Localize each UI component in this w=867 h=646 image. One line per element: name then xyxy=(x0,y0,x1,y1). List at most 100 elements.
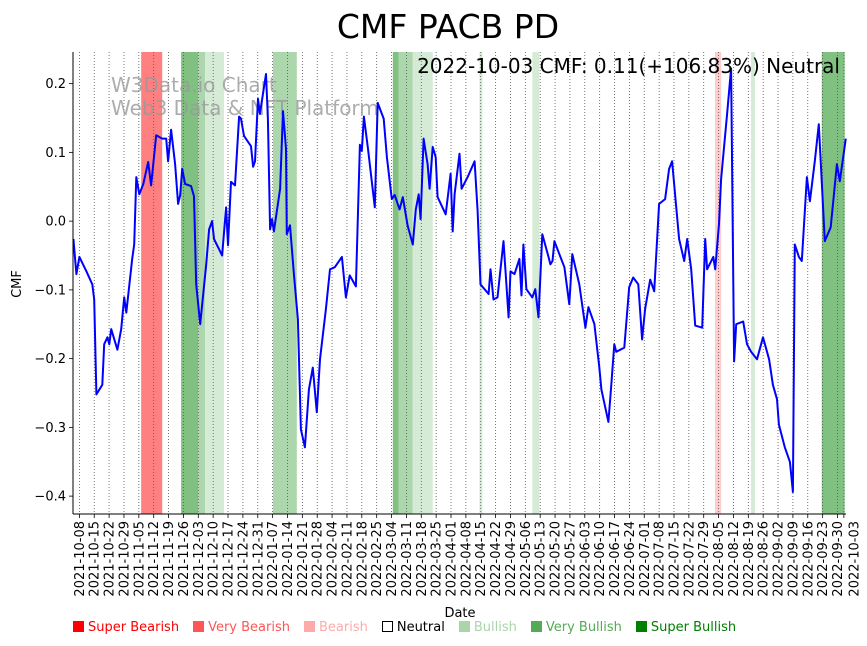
cmf-series-line xyxy=(72,67,847,493)
legend-swatch xyxy=(303,621,315,632)
x-tick-label: 2022-04-08 xyxy=(459,521,474,597)
x-tick-label: 2022-07-01 xyxy=(638,521,653,597)
x-tick-label: 2022-03-11 xyxy=(400,521,415,597)
legend-swatch xyxy=(73,621,84,632)
x-tick-label: 2022-07-15 xyxy=(667,521,682,597)
y-tick-label: −0.1 xyxy=(34,283,66,298)
chart-title: CMF PACB PD xyxy=(337,7,559,46)
y-tick-label: 0.0 xyxy=(45,215,66,230)
y-axis-label: CMF xyxy=(10,270,25,298)
x-tick-label: 2022-06-17 xyxy=(608,521,623,597)
x-tick-label: 2022-02-11 xyxy=(340,521,355,597)
x-tick-label: 2021-10-29 xyxy=(117,521,132,597)
x-tick-label: 2021-11-05 xyxy=(132,521,147,597)
x-tick-label: 2021-12-24 xyxy=(236,521,251,597)
x-tick-label: 2022-09-16 xyxy=(801,521,816,597)
x-tick-label: 2022-03-04 xyxy=(385,521,400,597)
legend-item: Super Bullish xyxy=(635,620,737,635)
y-tick-label: 0.1 xyxy=(45,146,66,161)
signal-band xyxy=(412,52,433,514)
legend-item: Very Bullish xyxy=(530,620,622,635)
y-tick-label: −0.3 xyxy=(34,421,66,436)
x-tick-label: 2022-04-15 xyxy=(474,521,489,597)
legend-swatch xyxy=(458,621,470,632)
x-tick-label: 2022-05-13 xyxy=(534,521,549,597)
signal-band xyxy=(821,52,845,514)
signal-band xyxy=(205,52,224,514)
x-tick-label: 2021-12-17 xyxy=(222,521,237,597)
x-tick-label: 2022-09-02 xyxy=(772,521,787,597)
x-tick-label: 2022-05-20 xyxy=(549,521,564,597)
signal-band xyxy=(273,52,297,514)
x-tick-label: 2022-04-01 xyxy=(445,521,460,597)
x-tick-label: 2022-06-24 xyxy=(623,521,638,597)
x-tick-label: 2022-07-22 xyxy=(682,521,697,597)
x-tick-label: 2022-01-07 xyxy=(266,521,281,597)
legend-label: Very Bullish xyxy=(545,620,622,635)
signal-band xyxy=(398,52,413,514)
legend-item: Super Bearish xyxy=(73,620,179,635)
signal-band xyxy=(751,52,755,514)
x-axis-label: Date xyxy=(444,606,475,621)
x-tick-label: 2021-12-31 xyxy=(251,521,266,597)
x-tick-label: 2022-09-09 xyxy=(786,521,801,597)
signal-band xyxy=(532,52,540,514)
x-tick-label: 2022-02-18 xyxy=(355,521,370,597)
x-tick-label: 2022-05-27 xyxy=(563,521,578,597)
x-tick-label: 2022-09-30 xyxy=(831,521,846,597)
x-tick-label: 2022-01-21 xyxy=(296,521,311,597)
signal-band xyxy=(141,52,163,514)
x-tick-label: 2022-02-04 xyxy=(326,521,341,597)
x-tick-label: 2022-05-06 xyxy=(519,521,534,597)
x-tick-label: 2021-10-08 xyxy=(73,521,88,597)
legend: Super Bearish Very Bearish Bearish Neutral B… xyxy=(73,620,736,635)
legend-item: Very Bearish xyxy=(193,620,290,635)
watermark-line-1: W3Data.io Chart xyxy=(111,73,277,97)
x-tick-label: 2021-11-12 xyxy=(147,521,162,597)
y-tick-label: 0.2 xyxy=(45,77,66,92)
x-tick-label: 2022-01-14 xyxy=(281,521,296,597)
x-tick-label: 2022-02-25 xyxy=(370,521,385,597)
x-tick-label: 2022-08-26 xyxy=(757,521,772,597)
x-tick-label: 2022-04-22 xyxy=(489,521,504,597)
legend-label: Bullish xyxy=(473,620,517,635)
legend-item: Neutral xyxy=(381,620,445,635)
watermark-line-2: Web3 Data & NFT Platform xyxy=(111,96,379,120)
x-tick-label: 2022-10-03 xyxy=(848,521,863,597)
x-tick-label: 2021-11-19 xyxy=(162,521,177,597)
x-tick-label: 2022-04-29 xyxy=(504,521,519,597)
x-tick-label: 2022-08-12 xyxy=(727,521,742,597)
legend-label: Neutral xyxy=(396,620,445,635)
x-tick-label: 2022-07-29 xyxy=(697,521,712,597)
x-tick-label: 2021-12-03 xyxy=(192,521,207,597)
x-tick-label: 2021-12-10 xyxy=(207,521,222,597)
signal-band xyxy=(392,52,399,514)
x-tick-label: 2022-07-08 xyxy=(653,521,668,597)
x-tick-label: 2022-03-25 xyxy=(430,521,445,597)
legend-swatch xyxy=(635,621,647,632)
legend-label: Super Bearish xyxy=(88,620,180,635)
x-tick-label: 2022-06-03 xyxy=(578,521,593,597)
signal-band xyxy=(714,52,722,514)
x-tick-label: 2022-09-23 xyxy=(816,521,831,597)
legend-swatch xyxy=(193,621,205,632)
x-tick-label: 2021-11-26 xyxy=(177,521,192,597)
x-tick-label: 2022-03-18 xyxy=(415,521,430,597)
x-tick-label: 2021-10-15 xyxy=(88,521,103,597)
legend-label: Very Bearish xyxy=(208,620,290,635)
y-tick-label: −0.2 xyxy=(34,352,66,367)
legend-swatch xyxy=(381,621,393,632)
legend-swatch xyxy=(530,621,542,632)
x-tick-label: 2022-06-10 xyxy=(593,521,608,597)
x-tick-label: 2022-01-28 xyxy=(311,521,326,597)
x-tick-label: 2022-08-19 xyxy=(742,521,757,597)
signal-band xyxy=(181,52,199,514)
legend-label: Super Bullish xyxy=(650,620,737,635)
x-tick-label: 2021-10-22 xyxy=(103,521,118,597)
legend-label: Bearish xyxy=(318,620,368,635)
y-tick-label: −0.4 xyxy=(34,490,66,505)
legend-item: Bullish xyxy=(458,620,517,635)
latest-value-annotation: 2022-10-03 CMF: 0.11(+106.83%) Neutral xyxy=(417,54,840,78)
x-tick-label: 2022-08-05 xyxy=(712,521,727,597)
